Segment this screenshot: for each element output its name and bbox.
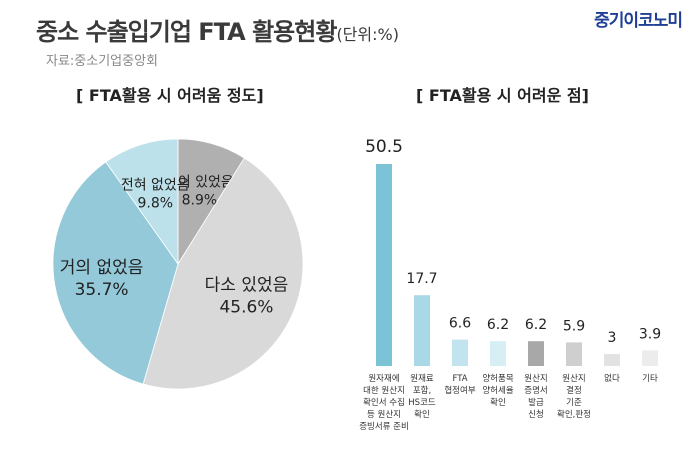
pie-slice <box>142 157 304 390</box>
bar-category-label: 양허품목 양허세율 확인 <box>482 373 513 408</box>
bar-category-label: 원자재에 대한 원산지 확인서 수집 등 원산지 증빙서류 준비 <box>359 374 409 432</box>
bar-category-label: 원산지 결정 기준 확인,판정 <box>557 373 591 420</box>
bar-chart-title: [ FTA활용 시 어려운 점] <box>416 86 589 105</box>
brand-logo: 중기이코노미 <box>594 11 683 31</box>
bar-value-label: 17.7 <box>406 271 437 287</box>
pie-slice-label: 많이 있었음 <box>165 175 234 191</box>
bar <box>528 341 544 366</box>
pie-slice-label: 거의 없었음 <box>60 258 144 278</box>
unit-label: (단위:%) <box>336 25 399 44</box>
bar <box>566 342 582 366</box>
pie-slice <box>52 161 179 385</box>
bar-category-label: 원산지 증명서 발급 신청 <box>524 373 547 420</box>
bar <box>642 350 658 366</box>
pie-slice-value: 35.7% <box>75 280 129 300</box>
bar-value-label: 3.9 <box>639 326 661 342</box>
pie-chart-title: [ FTA활용 시 어려움 정도] <box>76 86 264 105</box>
bar-value-label: 6.2 <box>487 317 509 333</box>
bar-value-label: 6.6 <box>449 316 471 332</box>
bar <box>376 164 392 366</box>
pie-slice-value: 9.8% <box>137 196 173 212</box>
pie-slice-label: 전혀 없었음 <box>121 178 190 194</box>
bar <box>452 339 468 366</box>
pie-slice-value: 45.6% <box>219 298 273 318</box>
bar-category-label: FTA 협정여부 <box>444 374 475 396</box>
chart-title: 중소 수출입기업 FTA 활용현황(단위:%) <box>36 12 399 47</box>
bar-category-label: 기타 <box>642 374 658 384</box>
pie-slice-value: 8.9% <box>182 193 218 209</box>
bar <box>604 354 620 366</box>
bar-value-label: 6.2 <box>525 317 547 333</box>
bar <box>414 295 430 366</box>
bar-chart: 50.5 원자재에 대한 원산지 확인서 수집 등 원산지 증빙서류 준비 17.7 원재료 포… <box>359 137 661 432</box>
bar-category-label: 없다 <box>604 374 620 384</box>
source-note: 자료:중소기업중앙회 <box>46 54 159 69</box>
bar-value-label: 5.9 <box>563 318 585 334</box>
bar-category-label: 원재료 포함, HS코드 확인 <box>408 374 436 420</box>
bar <box>490 341 506 366</box>
pie-slice-label: 다소 있었음 <box>205 276 289 296</box>
pie-slice <box>105 138 179 266</box>
chart-title-text: 중소 수출입기업 FTA 활용현황 <box>36 18 337 46</box>
bar-value-label: 3 <box>608 330 617 346</box>
bar-value-label: 50.5 <box>365 137 403 157</box>
